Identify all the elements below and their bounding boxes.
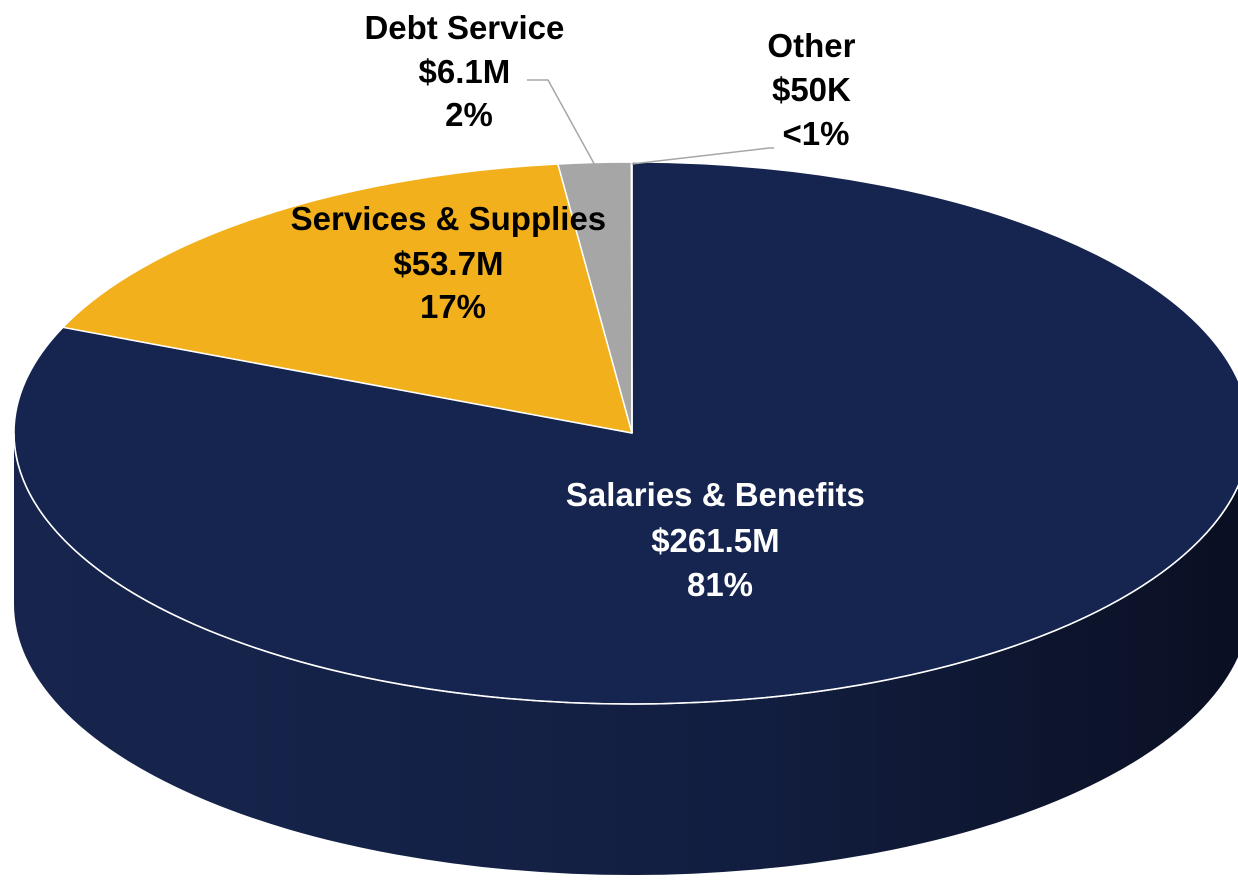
salaries-amount: $261.5M bbox=[651, 522, 779, 559]
pie-top-rim bbox=[13, 432, 1238, 705]
leader-line-debt-service bbox=[527, 79, 596, 165]
debt-name: Debt Service bbox=[364, 9, 564, 46]
services-name: Services & Supplies bbox=[291, 200, 606, 237]
other-name: Other bbox=[767, 27, 855, 64]
services-percent: 17% bbox=[420, 288, 486, 325]
debt-amount: $6.1M bbox=[419, 53, 511, 90]
pie-slice-services-supplies bbox=[62, 163, 633, 434]
debt-percent: 2% bbox=[445, 96, 493, 133]
salaries-percent: 81% bbox=[687, 566, 753, 603]
slice-label-services-supplies: Services & Supplies $53.7M 17% bbox=[291, 200, 616, 325]
services-amount: $53.7M bbox=[393, 245, 503, 282]
pie-side-wall bbox=[14, 433, 1238, 875]
slice-label-debt-service: Debt Service $6.1M 2% bbox=[364, 9, 573, 133]
slice-label-other: Other $50K <1% bbox=[767, 27, 864, 152]
leader-line-other bbox=[631, 147, 774, 165]
other-amount: $50K bbox=[772, 71, 851, 108]
slice-label-salaries-benefits: Salaries & Benefits $261.5M 81% bbox=[566, 476, 874, 603]
other-percent: <1% bbox=[783, 115, 850, 152]
pie-slice-other bbox=[630, 161, 633, 434]
salaries-name: Salaries & Benefits bbox=[566, 476, 865, 513]
